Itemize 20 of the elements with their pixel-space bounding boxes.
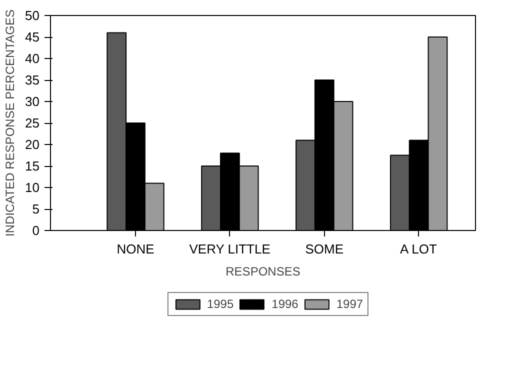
legend-label: 1997 — [336, 296, 364, 310]
y-tick-label: 5 — [32, 202, 40, 216]
y-tick-label: 25 — [25, 116, 40, 130]
y-tick-label: 40 — [25, 51, 40, 66]
legend-label: 1996 — [272, 296, 298, 310]
x-tick-label: SOME — [305, 242, 344, 256]
x-axis-title: RESPONSES — [226, 264, 300, 278]
y-tick-label: 10 — [25, 180, 40, 195]
y-tick-label: 0 — [32, 223, 40, 238]
y-tick-label: 50 — [25, 8, 40, 23]
x-tick-label: A LOT — [400, 242, 437, 256]
x-tick-label: VERY LITTLE — [189, 242, 271, 256]
x-tick-label: NONE — [116, 242, 155, 256]
y-axis-title: INDICATED RESPONSE PERCENTAGES — [3, 10, 18, 236]
legend-label: 1995 — [206, 296, 234, 310]
y-tick-label: 30 — [25, 94, 40, 109]
y-tick-label: 15 — [25, 158, 40, 174]
y-tick-label: 20 — [25, 137, 40, 152]
y-tick-label: 45 — [25, 30, 40, 44]
y-tick-label: 35 — [25, 72, 40, 88]
